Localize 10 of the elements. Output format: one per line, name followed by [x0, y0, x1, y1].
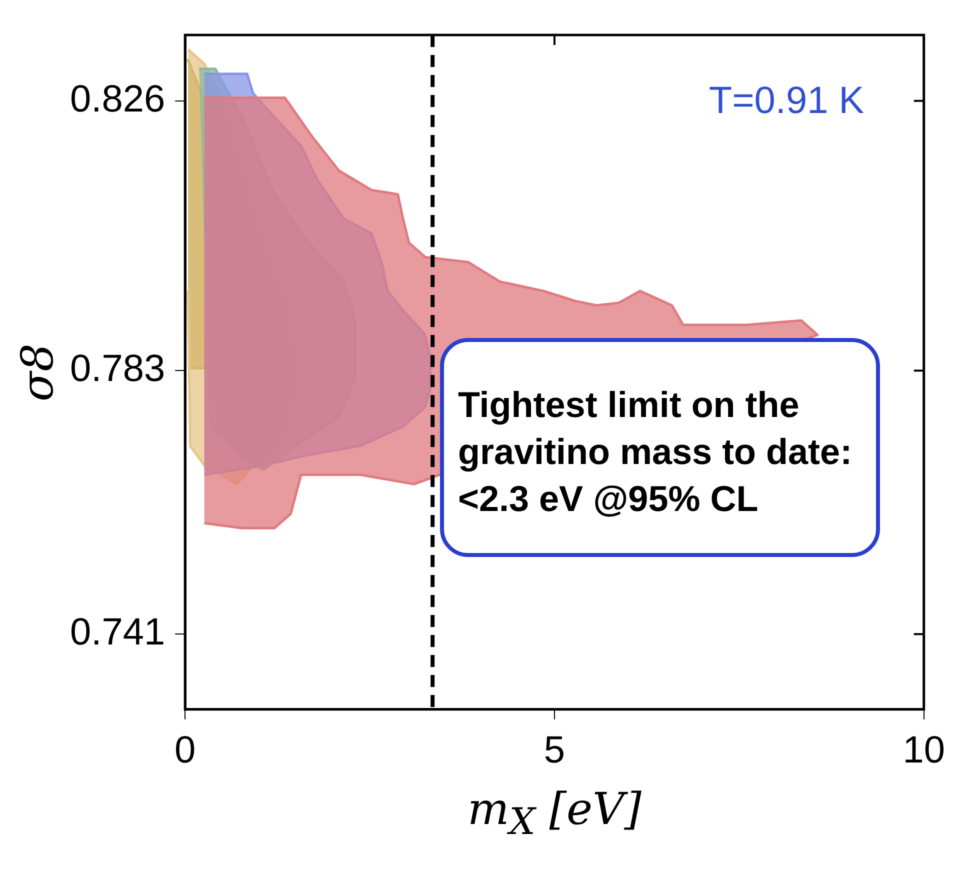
y-tick-label: 0.741	[70, 612, 166, 654]
x-tick-label: 5	[544, 730, 566, 772]
y-axis-title: σ8	[12, 343, 64, 402]
annotation: T=0.91 K	[708, 80, 864, 123]
x-tick-label: 10	[902, 730, 946, 772]
y-tick-label: 0.826	[70, 78, 166, 120]
y-tick-label: 0.783	[70, 348, 166, 390]
x-axis-title: m$_{X}$ [eV]	[467, 784, 642, 844]
x-tick-label: 0	[174, 730, 196, 772]
callout-box: Tightest limit on the gravitino mass to date: <2.3 eV @95% CL	[440, 338, 880, 557]
